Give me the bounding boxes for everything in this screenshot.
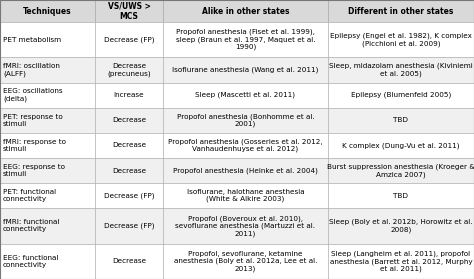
- Bar: [163, 108, 328, 133]
- Bar: [95, 208, 163, 244]
- Text: PET metabolism: PET metabolism: [3, 37, 61, 43]
- Text: Decrease (FP): Decrease (FP): [104, 223, 154, 229]
- Text: Techniques: Techniques: [23, 6, 72, 16]
- Bar: [95, 108, 163, 133]
- Bar: [0, 22, 95, 57]
- Bar: [95, 244, 163, 279]
- Bar: [0, 244, 95, 279]
- Bar: [163, 244, 328, 279]
- Text: Propofol anesthesia (Heinke et al. 2004): Propofol anesthesia (Heinke et al. 2004): [173, 167, 318, 174]
- Text: Propofol, sevoflurane, ketamine
anesthesia (Boly et al. 2012a, Lee et al.
2013): Propofol, sevoflurane, ketamine anesthes…: [174, 251, 317, 272]
- Text: Sleep (Boly et al. 2012b, Horowitz et al.
2008): Sleep (Boly et al. 2012b, Horowitz et al…: [329, 219, 473, 233]
- Bar: [95, 158, 163, 183]
- Text: Propofol anesthesia (Bonhomme et al.
2001): Propofol anesthesia (Bonhomme et al. 200…: [177, 113, 314, 127]
- Text: PET: response to
stimuli: PET: response to stimuli: [3, 114, 63, 127]
- Bar: [328, 208, 474, 244]
- Text: Sleep, midazolam anesthesia (Kiviniemi
et al. 2005): Sleep, midazolam anesthesia (Kiviniemi e…: [329, 63, 473, 77]
- Bar: [0, 183, 95, 208]
- Text: Different in other states: Different in other states: [348, 6, 454, 16]
- Bar: [95, 22, 163, 57]
- Text: Decrease: Decrease: [112, 168, 146, 174]
- Text: Alike in other states: Alike in other states: [202, 6, 289, 16]
- Text: Propofol (Boveroux et al. 2010),
sevoflurane anesthesia (Martuzzi et al.
2011): Propofol (Boveroux et al. 2010), sevoflu…: [175, 215, 316, 237]
- Bar: [0, 57, 95, 83]
- Text: Sleep (Langheim et al. 2011), propofol
anesthesia (Barrett et al. 2012, Murphy
e: Sleep (Langheim et al. 2011), propofol a…: [330, 251, 472, 272]
- Bar: [163, 0, 328, 22]
- Text: Epilepsy (Blumenfeld 2005): Epilepsy (Blumenfeld 2005): [351, 92, 451, 98]
- Bar: [163, 133, 328, 158]
- Text: Propofol anesthesia (Gosseries et al. 2012,
Vanhaudenhuyse et al. 2012): Propofol anesthesia (Gosseries et al. 20…: [168, 138, 323, 152]
- Bar: [163, 22, 328, 57]
- Bar: [328, 158, 474, 183]
- Bar: [95, 83, 163, 108]
- Text: Isoflurane anesthesia (Wang et al. 2011): Isoflurane anesthesia (Wang et al. 2011): [173, 67, 319, 73]
- Text: Decrease (FP): Decrease (FP): [104, 37, 154, 43]
- Bar: [0, 158, 95, 183]
- Text: Decrease: Decrease: [112, 117, 146, 123]
- Text: EEG: response to
stimuli: EEG: response to stimuli: [3, 164, 65, 177]
- Bar: [0, 208, 95, 244]
- Text: K complex (Dung-Vu et al. 2011): K complex (Dung-Vu et al. 2011): [342, 142, 460, 149]
- Bar: [328, 57, 474, 83]
- Bar: [328, 244, 474, 279]
- Text: PET: functional
connectivity: PET: functional connectivity: [3, 189, 56, 202]
- Bar: [95, 0, 163, 22]
- Text: Decrease: Decrease: [112, 258, 146, 264]
- Bar: [328, 83, 474, 108]
- Bar: [0, 83, 95, 108]
- Bar: [328, 183, 474, 208]
- Text: fMRI: response to
stimuli: fMRI: response to stimuli: [3, 139, 66, 152]
- Text: VS/UWS >
MCS: VS/UWS > MCS: [108, 1, 150, 21]
- Text: Increase: Increase: [114, 92, 144, 98]
- Bar: [95, 183, 163, 208]
- Bar: [163, 208, 328, 244]
- Text: Epilepsy (Engel et al. 1982), K complex
(Picchioni et al. 2009): Epilepsy (Engel et al. 1982), K complex …: [330, 33, 472, 47]
- Bar: [163, 83, 328, 108]
- Bar: [0, 0, 95, 22]
- Text: Propofol anesthesia (Fiset et al. 1999),
sleep (Braun et al. 1997, Maquet et al.: Propofol anesthesia (Fiset et al. 1999),…: [176, 29, 315, 50]
- Bar: [328, 133, 474, 158]
- Text: fMRI: oscillation
(ALFF): fMRI: oscillation (ALFF): [3, 63, 60, 77]
- Text: TBD: TBD: [393, 117, 409, 123]
- Bar: [163, 57, 328, 83]
- Text: EEG: oscillations
(delta): EEG: oscillations (delta): [3, 88, 63, 102]
- Text: Burst suppression anesthesia (Kroeger &
Amzica 2007): Burst suppression anesthesia (Kroeger & …: [327, 163, 474, 177]
- Bar: [95, 133, 163, 158]
- Bar: [163, 158, 328, 183]
- Bar: [328, 22, 474, 57]
- Text: EEG: functional
connectivity: EEG: functional connectivity: [3, 255, 58, 268]
- Text: Decrease
(precuneus): Decrease (precuneus): [107, 63, 151, 77]
- Bar: [163, 183, 328, 208]
- Bar: [328, 0, 474, 22]
- Text: fMRI: functional
connectivity: fMRI: functional connectivity: [3, 220, 59, 232]
- Text: Isoflurane, halothane anesthesia
(White & Alkire 2003): Isoflurane, halothane anesthesia (White …: [187, 189, 304, 203]
- Bar: [95, 57, 163, 83]
- Text: Decrease (FP): Decrease (FP): [104, 193, 154, 199]
- Bar: [0, 108, 95, 133]
- Text: Sleep (Mascetti et al. 2011): Sleep (Mascetti et al. 2011): [195, 92, 295, 98]
- Text: Decrease: Decrease: [112, 142, 146, 148]
- Bar: [328, 108, 474, 133]
- Text: TBD: TBD: [393, 193, 409, 199]
- Bar: [0, 133, 95, 158]
